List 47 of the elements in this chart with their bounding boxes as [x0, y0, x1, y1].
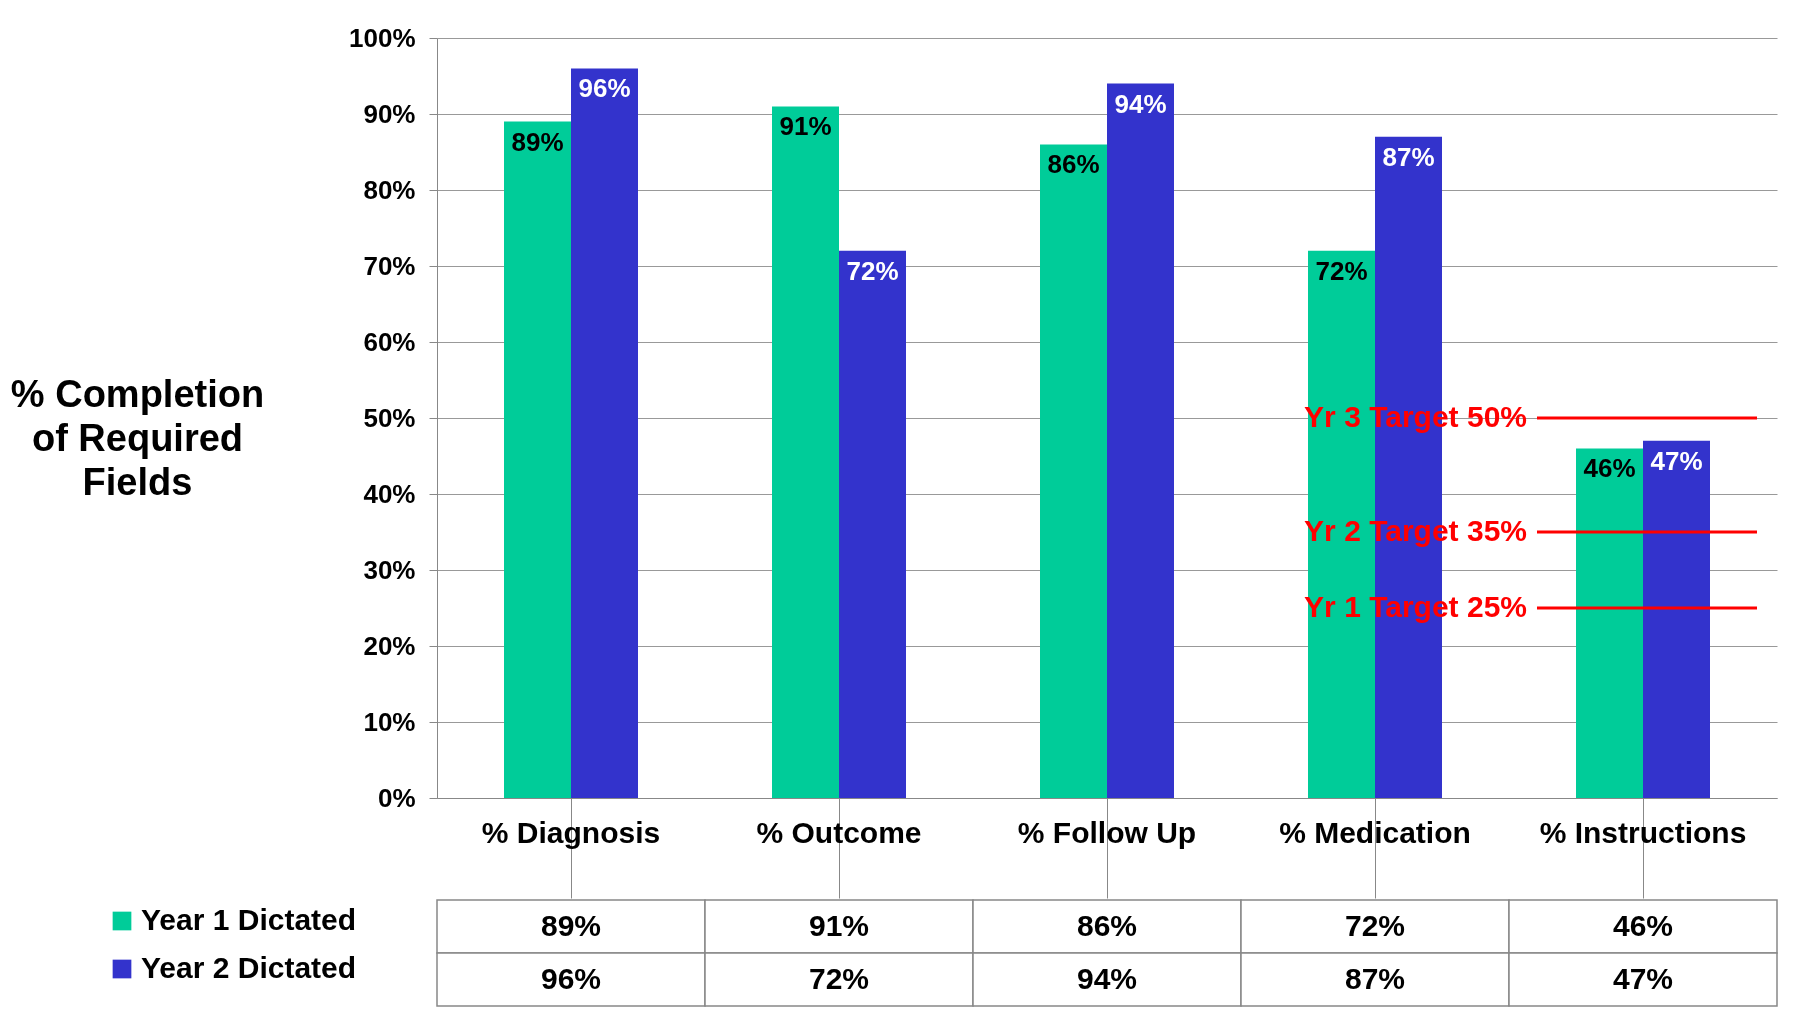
bar: [504, 121, 571, 798]
text: 89%: [540, 908, 602, 942]
y-tick-label: 80%: [363, 174, 416, 205]
text: 72%: [808, 961, 870, 995]
x-tick-label: % Outcome: [756, 815, 922, 849]
text: 86%: [1047, 149, 1100, 180]
text: 47%: [1612, 961, 1674, 995]
bar: [839, 250, 906, 798]
x-tick-label: % Diagnosis: [481, 815, 661, 849]
x-tick-label: % Follow Up: [1017, 815, 1197, 849]
text: 46%: [1612, 908, 1674, 942]
y-tick-label: 70%: [363, 250, 416, 281]
y-tick-label: 40%: [363, 478, 416, 509]
text: 87%: [1382, 141, 1435, 172]
y-tick-label: 20%: [363, 630, 416, 661]
y-tick-label: 60%: [363, 326, 416, 357]
text: 91%: [779, 111, 832, 142]
y-axis-title: % Completion of Required Fields: [10, 372, 265, 503]
text: 94%: [1076, 961, 1138, 995]
y-tick-label: 50%: [363, 402, 416, 433]
text: 47%: [1650, 445, 1703, 476]
text: 72%: [846, 255, 899, 286]
y-tick-label: 30%: [363, 554, 416, 585]
y-tick-label: 100%: [349, 22, 416, 53]
bar: [1107, 83, 1174, 798]
y-tick-label: 0%: [377, 782, 416, 813]
bar: [1576, 448, 1643, 798]
y-tick-label: 90%: [363, 98, 416, 129]
bar: [1643, 440, 1710, 798]
bar: [1040, 144, 1107, 798]
x-tick-label: % Instructions: [1539, 815, 1747, 849]
y-tick-label: 10%: [363, 706, 416, 737]
text: 72%: [1315, 255, 1368, 286]
text: 86%: [1076, 908, 1138, 942]
text: 87%: [1344, 961, 1406, 995]
legend-label: Year 1 Dictated: [141, 903, 357, 936]
legend-label: Year 2 Dictated: [141, 951, 357, 984]
text: 46%: [1583, 453, 1636, 484]
text: 72%: [1344, 908, 1406, 942]
text: 96%: [578, 73, 631, 104]
text: 96%: [540, 961, 602, 995]
bar: [571, 68, 638, 798]
text: 94%: [1114, 88, 1167, 119]
text: 91%: [808, 908, 870, 942]
bar: [772, 106, 839, 798]
text: 89%: [511, 126, 564, 157]
x-tick-label: % Medication: [1279, 815, 1471, 849]
